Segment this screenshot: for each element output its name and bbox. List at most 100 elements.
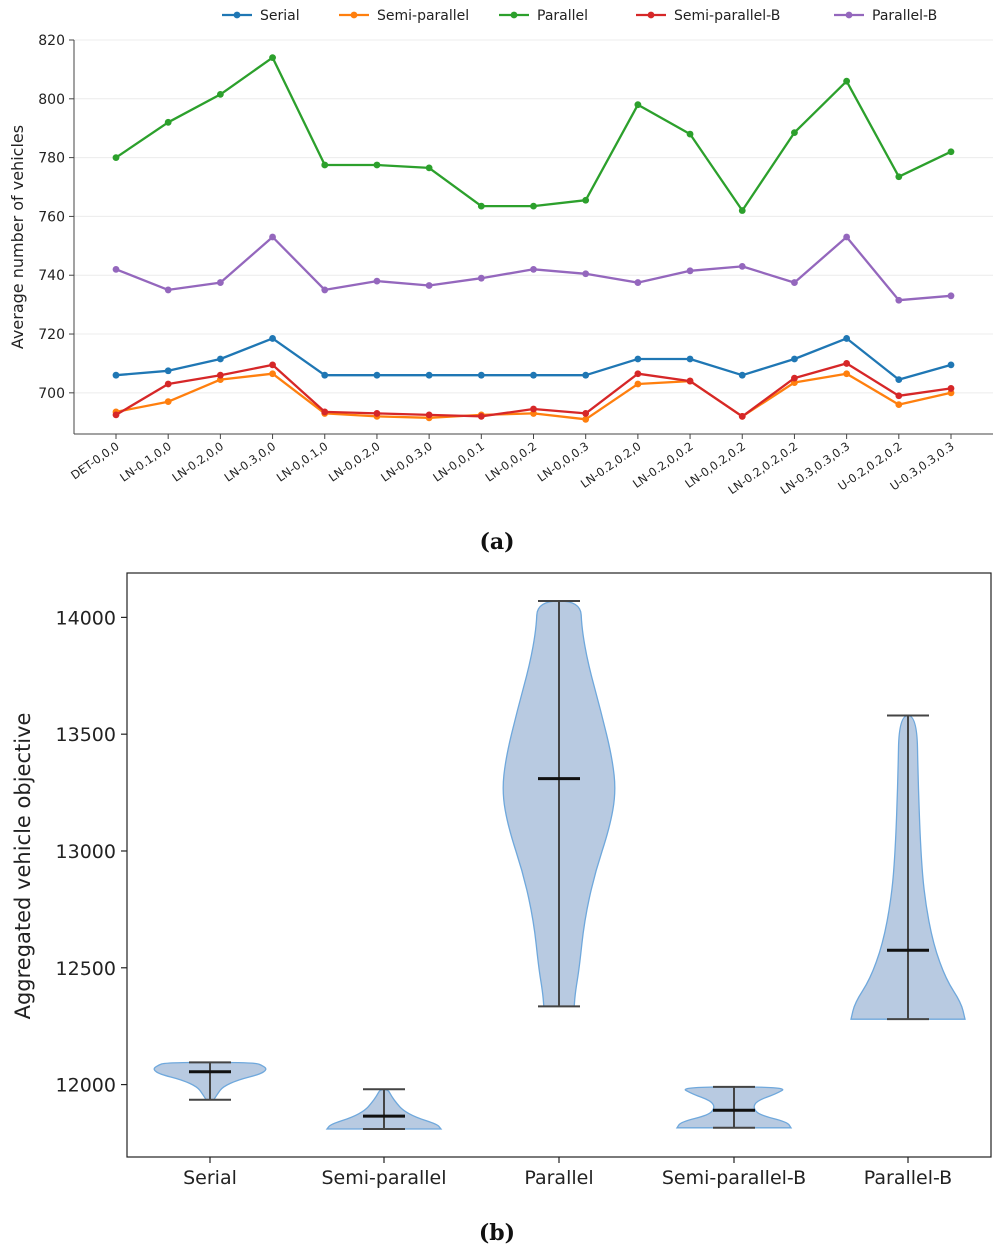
x-tick-label: LN-0.2,0,0 <box>169 439 226 485</box>
data-point <box>216 355 224 363</box>
data-point <box>269 370 276 378</box>
y-tick-label: 720 <box>38 327 65 343</box>
y-tick-label: 700 <box>38 386 65 402</box>
data-point <box>634 380 642 388</box>
data-point <box>530 202 537 210</box>
data-point <box>425 282 433 289</box>
data-point <box>895 401 903 408</box>
x-tick-label: DET-0,0,0 <box>68 439 122 482</box>
legend-label: Semi-parallel <box>377 8 469 24</box>
data-point <box>947 385 955 392</box>
legend-marker <box>233 11 241 19</box>
data-point <box>947 148 955 156</box>
violins <box>153 600 966 1130</box>
violin-semi-parallel-b <box>675 1085 793 1129</box>
data-point <box>477 274 485 282</box>
data-point <box>425 371 433 379</box>
data-point <box>321 286 329 294</box>
x-tick-label: Parallel <box>524 1167 593 1189</box>
data-point <box>164 367 172 375</box>
legend-label: Parallel-B <box>872 8 937 24</box>
gridlines <box>74 39 993 394</box>
data-point <box>634 279 642 286</box>
y-tick-labels: 12000 12500 13000 13500 14000 <box>56 607 127 1097</box>
data-point <box>686 130 694 138</box>
data-point <box>895 173 903 181</box>
data-point <box>112 265 120 273</box>
data-point <box>112 154 120 162</box>
legend-label: Parallel <box>537 8 588 24</box>
data-point <box>477 412 485 420</box>
y-tick-labels: 700 720 740 760 780 800 820 <box>38 33 74 402</box>
data-point <box>112 411 120 419</box>
x-tick-label: LN-0.3,0,0 <box>222 439 279 485</box>
series-semi-parallel-b <box>112 360 955 420</box>
data-point <box>843 335 851 342</box>
line-chart: Serial Semi-parallel Parallel Semi-parallel… <box>8 8 993 555</box>
y-axis-label: Aggregated vehicle objective <box>11 713 35 1020</box>
data-point <box>791 355 798 363</box>
data-point <box>686 355 694 363</box>
data-point <box>634 370 642 378</box>
data-point <box>843 360 851 367</box>
data-point <box>634 101 642 109</box>
data-point <box>373 277 381 285</box>
legend-item-semi-parallel-b: Semi-parallel-B <box>636 8 780 24</box>
data-point <box>686 267 694 275</box>
data-point <box>269 54 276 62</box>
series-line-parallel <box>115 56 952 212</box>
y-tick-label: 14000 <box>56 607 116 629</box>
data-point <box>843 233 851 241</box>
data-point <box>843 370 851 378</box>
series-serial <box>112 335 955 384</box>
data-point <box>321 161 329 169</box>
data-point <box>216 279 224 286</box>
data-point <box>895 392 903 400</box>
data-point <box>164 118 172 126</box>
violin-parallel-b <box>850 714 966 1021</box>
y-tick-label: 12500 <box>56 958 116 980</box>
data-point <box>373 371 381 379</box>
data-point <box>582 196 590 204</box>
legend-item-serial: Serial <box>222 8 300 24</box>
data-point <box>582 410 590 417</box>
legend: Serial Semi-parallel Parallel Semi-parallel… <box>222 8 937 24</box>
y-tick-label: 740 <box>38 268 65 284</box>
data-point <box>530 405 537 413</box>
legend-item-parallel-b: Parallel-B <box>834 8 937 24</box>
violin-semi-parallel <box>325 1088 443 1130</box>
data-point <box>791 279 798 286</box>
series-parallel-b <box>112 233 955 304</box>
y-tick-label: 820 <box>38 33 65 49</box>
data-point <box>895 296 903 304</box>
data-point <box>112 371 120 379</box>
data-point <box>164 380 172 388</box>
data-point <box>738 412 746 420</box>
data-point <box>843 77 851 85</box>
data-point <box>738 371 746 379</box>
data-point <box>582 371 590 379</box>
data-point <box>947 292 955 300</box>
y-tick-label: 13500 <box>56 724 116 746</box>
series-parallel <box>112 54 955 214</box>
caption-b: (b) <box>479 1220 515 1246</box>
x-tick-label: LN-0,0.2,0 <box>326 439 383 485</box>
data-point <box>738 263 746 270</box>
legend-marker <box>647 11 655 19</box>
x-tick-labels: Serial Semi-parallel Parallel Semi-parallel… <box>183 1157 952 1189</box>
x-tick-label: LN-0,0.1,0 <box>274 439 331 485</box>
data-point <box>425 411 433 419</box>
y-tick-label: 12000 <box>56 1075 116 1097</box>
y-tick-label: 800 <box>38 92 65 108</box>
legend-marker <box>845 11 853 19</box>
data-point <box>216 371 224 379</box>
data-point <box>269 361 276 369</box>
x-tick-label: LN-0,0.3,0 <box>378 439 435 485</box>
x-tick-label: Parallel-B <box>864 1167 952 1189</box>
y-tick-label: 760 <box>38 209 65 225</box>
legend-marker <box>510 11 518 19</box>
data-point <box>791 129 798 137</box>
data-point <box>582 270 590 278</box>
legend-item-parallel: Parallel <box>499 8 588 24</box>
